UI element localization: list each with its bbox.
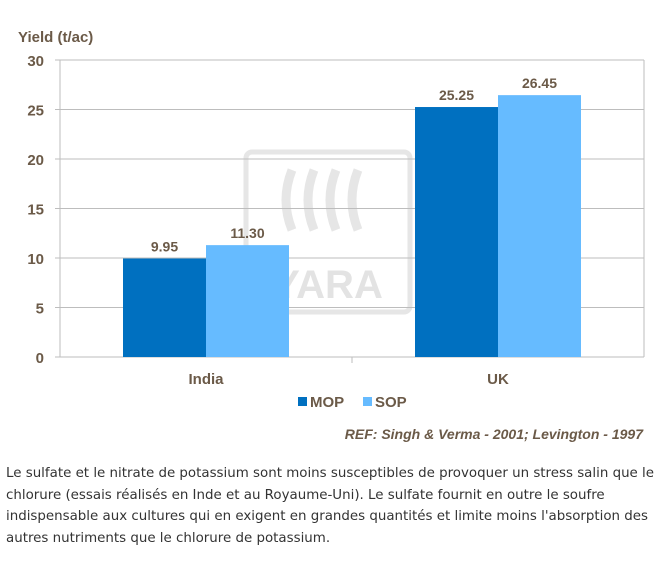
watermark-logo-wave	[303, 168, 319, 232]
legend-swatch-sop	[363, 397, 372, 406]
bar-mop-uk	[415, 107, 498, 358]
x-tick-label: UK	[487, 371, 509, 388]
legend-swatch-mop	[298, 397, 307, 406]
y-tick-label: 10	[27, 251, 44, 268]
bar-mop-india	[123, 258, 206, 357]
bar-sop-india	[206, 245, 289, 357]
legend-label-mop: MOP	[310, 394, 344, 411]
reference-note: REF: Singh & Verma - 2001; Levington - 1…	[345, 426, 644, 442]
caption-text: Le sulfate et le nitrate de potassium so…	[6, 466, 655, 546]
legend-label-sop: SOP	[375, 394, 407, 411]
watermark-logo: YARA	[273, 263, 383, 307]
watermark-logo-wave	[325, 168, 341, 232]
watermark-logo-frame	[243, 149, 413, 315]
y-tick-label: 0	[36, 350, 44, 367]
data-label: 26.45	[522, 75, 557, 91]
y-axis-label: Yield (t/ac)	[18, 29, 93, 46]
bar-sop-uk	[498, 95, 581, 358]
data-label: 11.30	[230, 225, 264, 241]
watermark-logo-wave	[281, 168, 297, 232]
y-tick-label: 25	[27, 103, 44, 120]
y-tick-label: 5	[36, 301, 44, 318]
watermark-logo-wave	[347, 168, 363, 232]
x-tick-label: India	[188, 371, 224, 388]
data-label: 9.95	[151, 238, 178, 254]
y-tick-label: 20	[27, 152, 44, 169]
data-label: 25.25	[439, 87, 474, 103]
y-tick-label: 15	[27, 202, 44, 219]
y-tick-label: 30	[27, 53, 44, 70]
yield-bar-chart: YARA 0 5 10 15 20 25 30 Yield (t/ac) India 9.95 11.…	[18, 29, 645, 442]
